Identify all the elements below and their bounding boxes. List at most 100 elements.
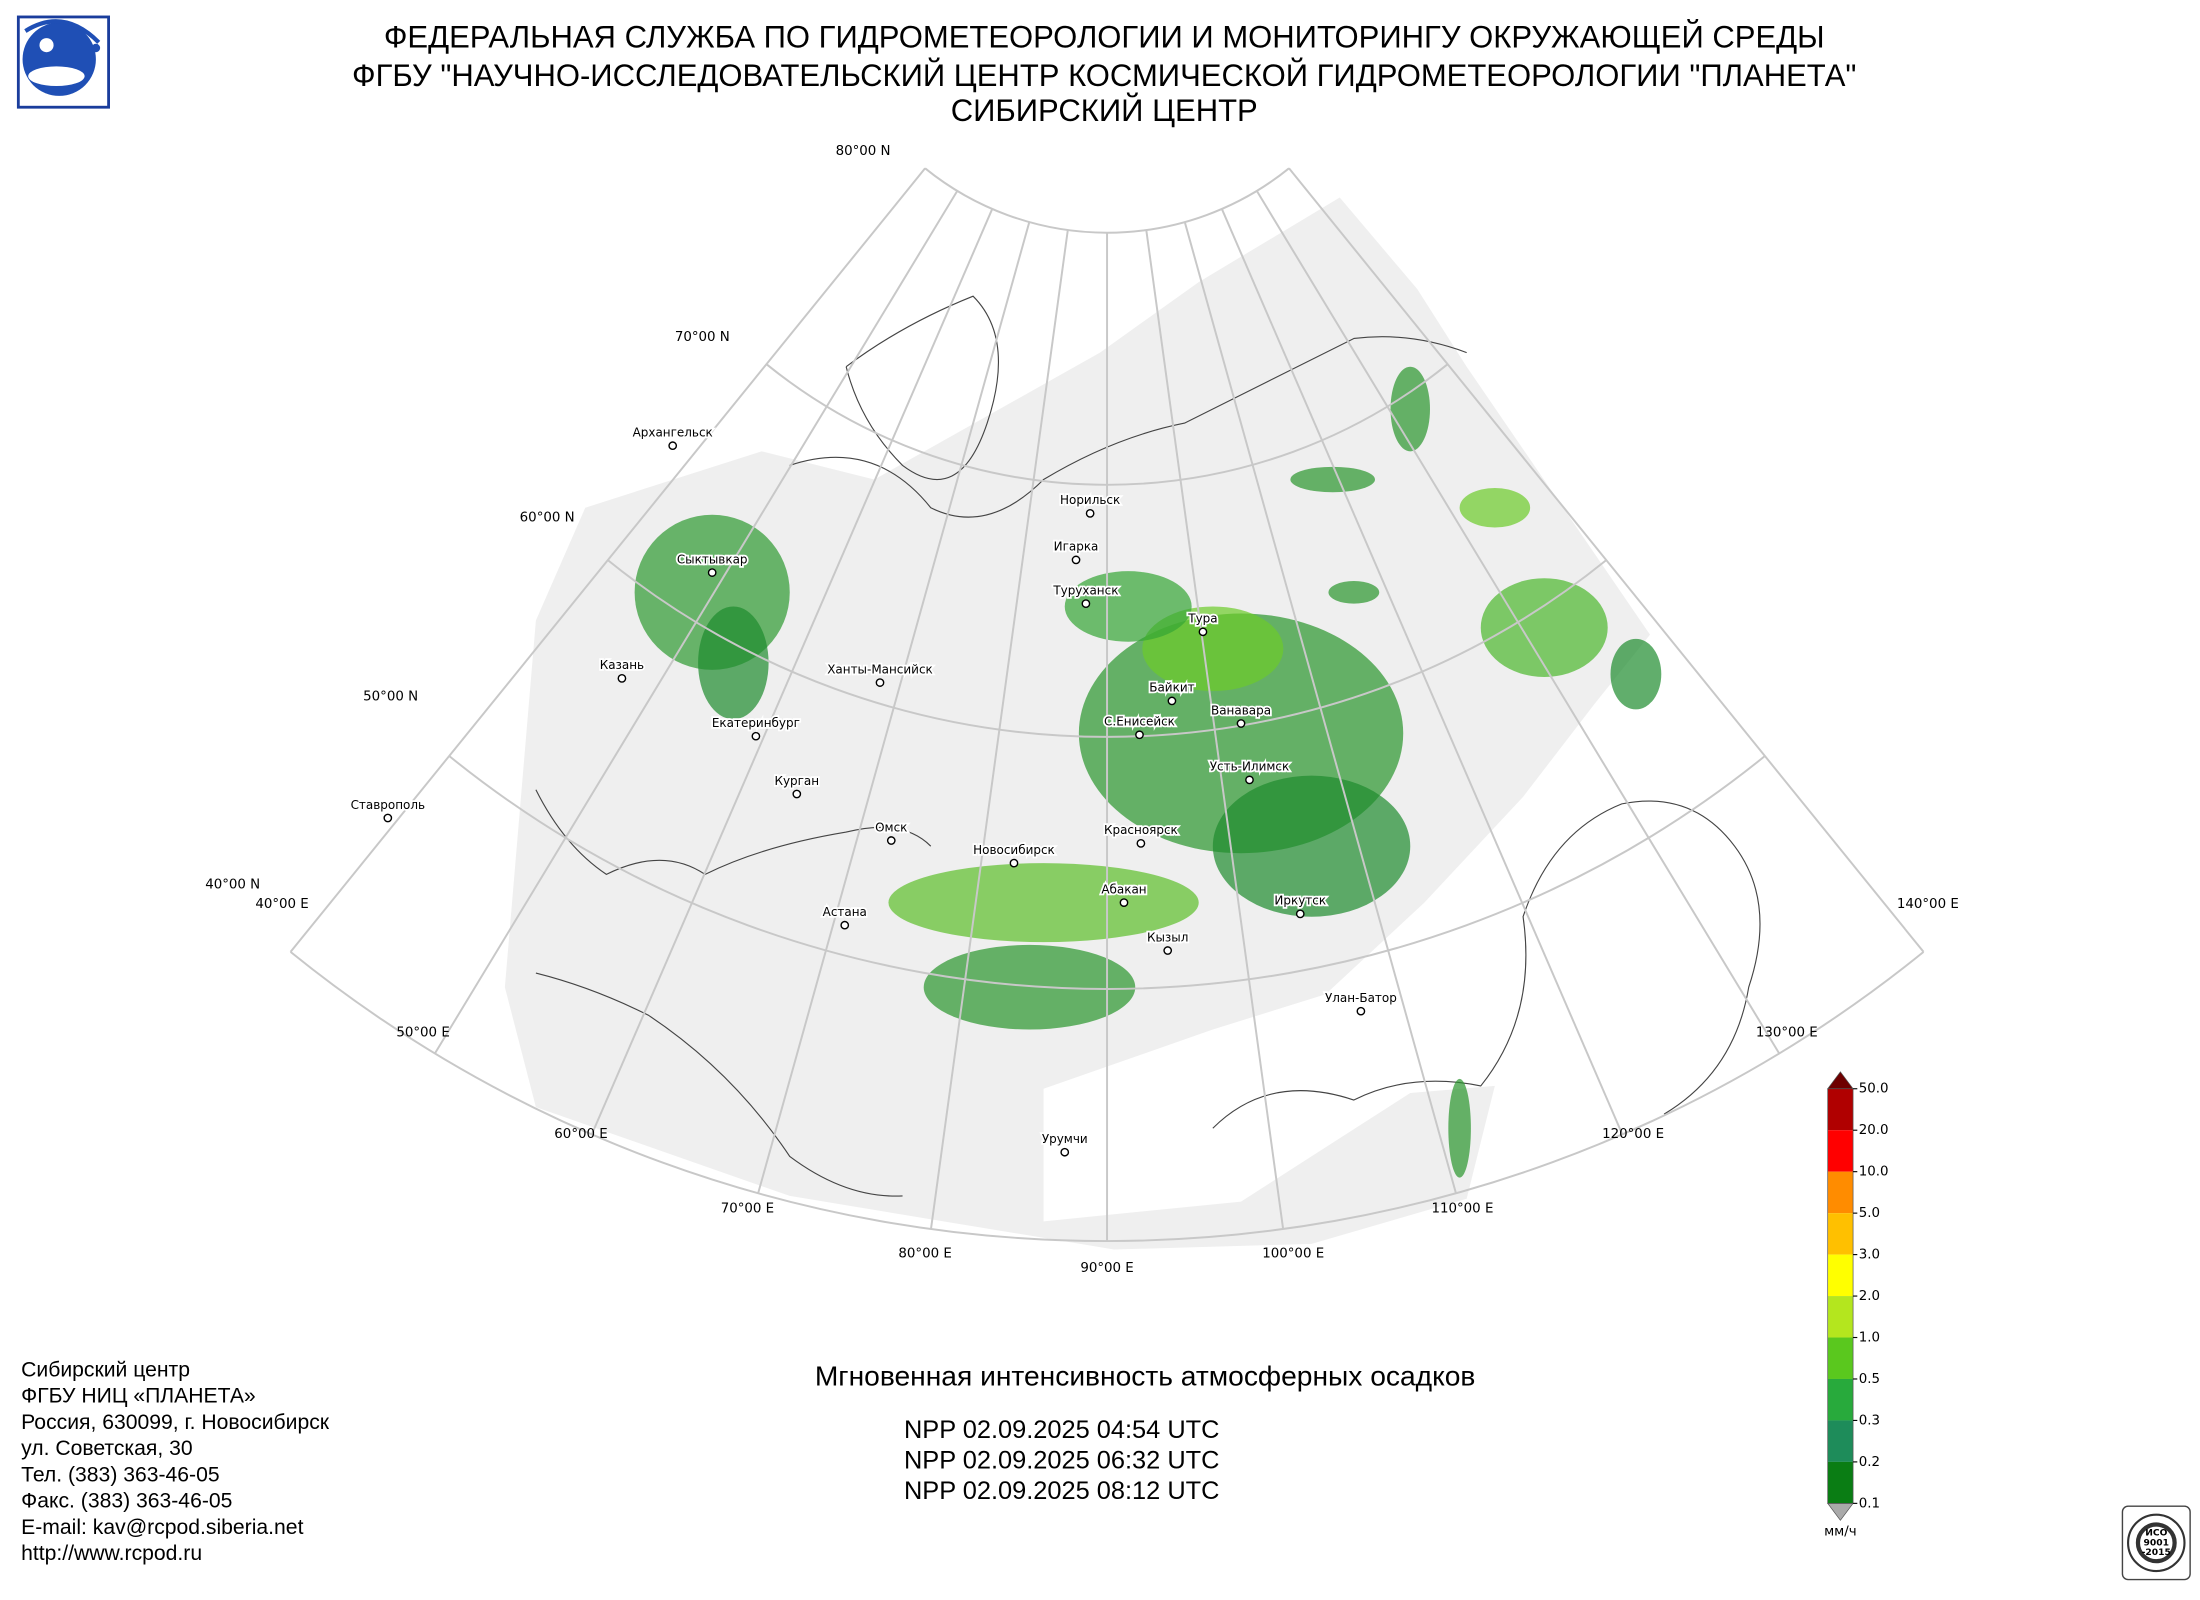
city-label: Усть-Илимск xyxy=(1210,760,1289,774)
badge-text: -2015 xyxy=(2142,1547,2171,1558)
meridian xyxy=(1255,190,1781,1054)
colorbar-segment xyxy=(1827,1337,1854,1379)
city-marker xyxy=(617,673,627,683)
city-label: Екатеринбург xyxy=(712,716,800,730)
logo xyxy=(16,15,110,109)
meridian xyxy=(1220,208,1624,1135)
colorbar-label: 0.5 xyxy=(1859,1372,1880,1387)
city-marker xyxy=(1295,909,1305,919)
city-marker xyxy=(1071,555,1081,565)
latitude-label: 80°00 N xyxy=(836,144,891,159)
city-label: Архангельск xyxy=(633,425,713,439)
colorbar-segment xyxy=(1827,1130,1854,1172)
city-label: Ванавара xyxy=(1211,703,1271,717)
meridian xyxy=(590,208,994,1135)
city-marker xyxy=(668,441,678,451)
precipitation-area xyxy=(923,944,1136,1030)
colorbar-label: 5.0 xyxy=(1859,1206,1880,1221)
contact-line: Факс. (383) 363-46-05 xyxy=(21,1490,232,1513)
latitude-label: 40°00 N xyxy=(205,877,260,892)
contact-line: Россия, 630099, г. Новосибирск xyxy=(21,1411,330,1434)
latitude-label: 50°00 N xyxy=(363,690,418,705)
contact-line: Тел. (383) 363-46-05 xyxy=(21,1463,219,1486)
city-label: Байкит xyxy=(1149,681,1194,695)
colorbar-label: 3.0 xyxy=(1859,1248,1880,1263)
longitude-label: 100°00 E xyxy=(1262,1247,1324,1262)
city-label: Иркутск xyxy=(1274,894,1326,908)
parallel xyxy=(924,167,1290,234)
longitude-label: 70°00 E xyxy=(721,1202,774,1217)
precipitation-area xyxy=(1448,1078,1471,1178)
city-marker xyxy=(1119,898,1129,907)
pass-time: NPP 02.09.2025 04:54 UTC xyxy=(904,1416,1220,1444)
city-marker xyxy=(751,731,761,741)
city-marker xyxy=(1245,775,1254,785)
colorbar-segment xyxy=(1827,1213,1854,1255)
city-marker xyxy=(1060,1147,1070,1157)
city-marker xyxy=(383,813,393,823)
precipitation-area xyxy=(1459,487,1531,528)
city-label: С.Енисейск xyxy=(1104,715,1175,729)
city-marker xyxy=(1081,599,1091,608)
meridian xyxy=(289,167,926,953)
colorbar-label: 0.1 xyxy=(1859,1496,1880,1511)
header-line: ФГБУ "НАУЧНО-ИССЛЕДОВАТЕЛЬСКИЙ ЦЕНТР КОС… xyxy=(352,57,1856,93)
colorbar-label: 10.0 xyxy=(1859,1165,1889,1180)
city-label: Новосибирск xyxy=(973,843,1055,857)
city-marker xyxy=(840,920,850,930)
city-label: Казань xyxy=(600,658,644,672)
city-marker xyxy=(707,568,717,577)
coastline xyxy=(845,295,1000,481)
city-label: Улан-Батор xyxy=(1325,991,1397,1005)
colorbar-segment xyxy=(1827,1420,1854,1462)
meridian xyxy=(1183,221,1457,1194)
colorbar-label: 0.3 xyxy=(1859,1413,1880,1428)
city-label: Красноярск xyxy=(1104,823,1178,837)
city-marker xyxy=(1356,1006,1366,1016)
colorbar-segment xyxy=(1827,1296,1854,1338)
colorbar-segment xyxy=(1827,1378,1854,1421)
city-label: Сыктывкар xyxy=(677,552,748,566)
longitude-label: 130°00 E xyxy=(1756,1025,1818,1040)
contact-line: http://www.rcpod.ru xyxy=(21,1542,202,1565)
product-title: Мгновенная интенсивность атмосферных оса… xyxy=(815,1359,1476,1391)
precipitation-area xyxy=(1328,581,1380,604)
precipitation-area xyxy=(1212,775,1411,917)
contact-line: ФГБУ НИЦ «ПЛАНЕТА» xyxy=(21,1385,256,1408)
coastline xyxy=(1212,800,1761,1129)
colorbar-unit: мм/ч xyxy=(1824,1525,1857,1540)
colorbar-segment xyxy=(1827,1461,1854,1504)
city-label: Омск xyxy=(875,820,907,834)
map: 80°00 N 70°00 N 60°00 N 50°00 N 40°00 N 40°00… xyxy=(205,144,1959,1276)
contact-line: ул. Советская, 30 xyxy=(21,1437,192,1460)
city-label: Урумчи xyxy=(1042,1132,1088,1146)
city-label: Абакан xyxy=(1101,882,1146,896)
colorbar-under xyxy=(1826,1503,1854,1521)
contact-line: Сибирский центр xyxy=(21,1358,190,1381)
city-marker xyxy=(792,789,802,799)
longitude-label: 80°00 E xyxy=(898,1247,951,1262)
badge-text: 9001 xyxy=(2144,1537,2169,1548)
colorbar-segment xyxy=(1827,1254,1854,1297)
colorbar-label: 50.0 xyxy=(1859,1082,1889,1097)
longitude-label: 120°00 E xyxy=(1602,1127,1664,1142)
longitude-label: 50°00 E xyxy=(396,1025,449,1040)
city-marker xyxy=(886,836,896,845)
precipitation-area xyxy=(1480,578,1608,677)
city-marker xyxy=(1135,730,1144,740)
city-marker xyxy=(875,678,885,687)
colorbar-label: 1.0 xyxy=(1859,1331,1880,1346)
meridian xyxy=(1145,229,1285,1230)
city-label: Норильск xyxy=(1060,493,1120,507)
longitude-label: 110°00 E xyxy=(1431,1202,1493,1217)
city-label: Туруханск xyxy=(1052,583,1118,597)
city-label: Ставрополь xyxy=(351,798,426,812)
city-marker xyxy=(1163,946,1173,955)
precipitation-area xyxy=(888,863,1199,943)
precipitation-area xyxy=(1290,466,1375,493)
city-label: Кызыл xyxy=(1147,930,1188,944)
meridian xyxy=(757,221,1031,1194)
colorbar-segment xyxy=(1827,1088,1854,1131)
